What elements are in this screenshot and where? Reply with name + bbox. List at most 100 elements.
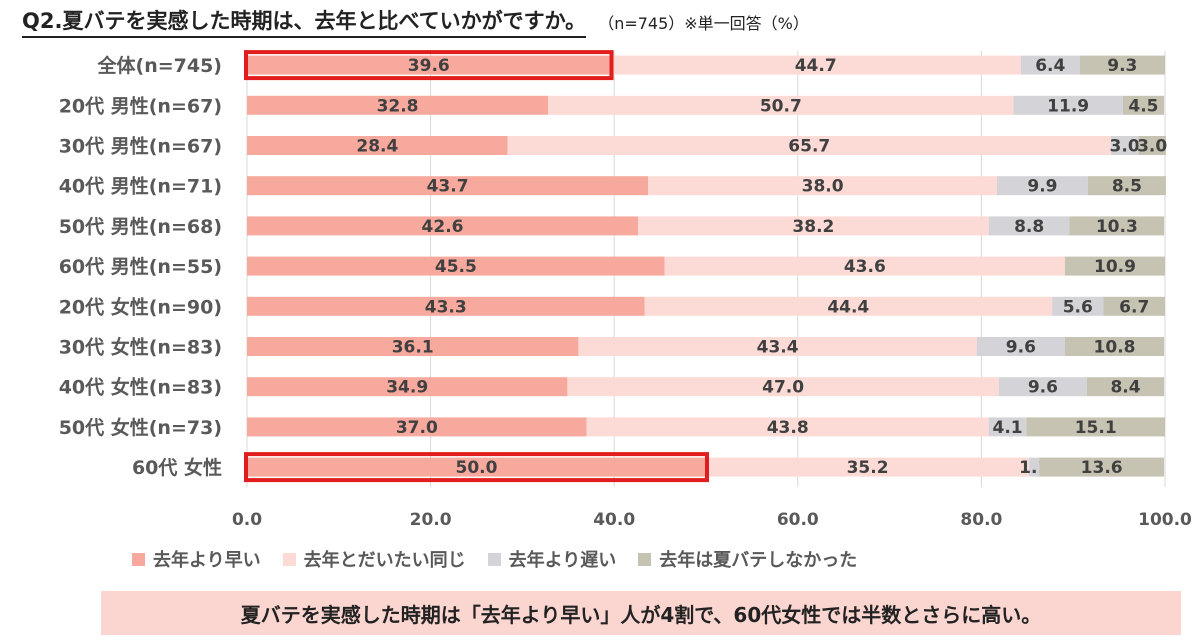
bar-segment xyxy=(247,95,549,115)
chart-legend: 去年より早い 去年とだいたい同じ 去年より遅い 去年は夏バテしなかった xyxy=(132,546,879,572)
bar-segment xyxy=(1020,55,1080,75)
data-label: 5.6 xyxy=(1063,297,1093,317)
category-label: 40代 男性(n=71) xyxy=(59,175,222,198)
bar-segment xyxy=(998,377,1087,397)
chart-title: Q2.夏バテを実感した時期は、去年と比べていかがですか。 xyxy=(22,5,587,38)
data-label: 38.0 xyxy=(802,177,844,197)
data-label: 9.6 xyxy=(1006,338,1036,358)
legend-label: 去年は夏バテしなかった xyxy=(659,550,858,571)
bar-segment xyxy=(247,377,568,397)
x-tick-label: 0.0 xyxy=(232,510,262,530)
bar-segment xyxy=(586,417,989,437)
category-label: 60代 女性 xyxy=(132,456,222,479)
data-label: 38.2 xyxy=(792,217,834,237)
data-label: 9.3 xyxy=(1107,56,1137,76)
data-label: 8.5 xyxy=(1112,177,1142,197)
bar-segment xyxy=(247,176,649,196)
category-label: 全体(n=745) xyxy=(97,54,222,77)
data-label: 9.6 xyxy=(1028,378,1058,398)
legend-item-earlier: 去年より早い xyxy=(132,546,261,572)
legend-swatch xyxy=(282,552,296,566)
bar-segment xyxy=(247,337,579,356)
category-label: 50代 女性(n=73) xyxy=(59,416,222,439)
legend-swatch xyxy=(487,552,501,566)
bar-segment xyxy=(247,256,665,276)
bar-segment xyxy=(1138,136,1166,155)
bar-segment xyxy=(1069,216,1165,236)
data-label: 28.4 xyxy=(356,137,398,157)
data-label: 34.9 xyxy=(386,378,428,398)
data-label: 43.3 xyxy=(425,297,467,317)
category-label: 60代 男性(n=55) xyxy=(59,255,222,278)
bar-segment xyxy=(1079,55,1165,75)
bar-segment xyxy=(988,417,1027,437)
data-label: 39.6 xyxy=(408,56,450,76)
data-label: 44.7 xyxy=(795,56,837,76)
bar-segment xyxy=(247,55,611,75)
bar-segment xyxy=(578,337,977,356)
legend-label: 去年とだいたい同じ xyxy=(303,550,466,571)
legend-swatch xyxy=(638,552,652,566)
highlight-box xyxy=(244,50,614,81)
bar-segment xyxy=(247,417,587,437)
category-label: 50代 男性(n=68) xyxy=(59,215,222,238)
bar-segment xyxy=(567,377,999,397)
category-label: 40代 女性(n=83) xyxy=(59,376,222,399)
data-label: 32.8 xyxy=(377,96,419,116)
bar-segment xyxy=(664,256,1065,276)
bar-segment xyxy=(1122,95,1165,115)
bar-segment xyxy=(247,457,706,477)
bar-segment xyxy=(247,216,639,236)
chart-subtitle: （n=745）※単一回答（%） xyxy=(598,14,809,33)
conclusion-text: 夏バテを実感した時期は「去年より早い」人が4割で、60代女性では半数とさらに高い… xyxy=(240,602,1042,627)
x-tick-label: 40.0 xyxy=(593,510,635,530)
data-label: 44.4 xyxy=(827,297,869,317)
data-label: 10.3 xyxy=(1096,217,1138,237)
bar-segment xyxy=(706,457,1030,477)
x-tick-label: 60.0 xyxy=(777,510,819,530)
legend-item-same: 去年とだいたい同じ xyxy=(282,546,466,572)
bar-segment xyxy=(1110,136,1139,155)
data-label: 43.7 xyxy=(427,177,469,197)
bar-segment xyxy=(648,176,998,196)
data-label: 6.7 xyxy=(1119,297,1149,317)
bar-segment xyxy=(610,55,1021,75)
legend-swatch xyxy=(132,552,145,566)
legend-item-later: 去年より遅い xyxy=(487,546,617,572)
data-label: 3.0 xyxy=(1137,137,1167,157)
bar-segment xyxy=(997,176,1088,196)
category-label: 20代 男性(n=67) xyxy=(59,94,222,117)
data-label: 45.5 xyxy=(435,257,477,277)
legend-item-none: 去年は夏バテしなかった xyxy=(638,546,857,572)
data-label: 37.0 xyxy=(396,418,438,438)
bar-segment xyxy=(1052,296,1104,316)
bar-segment xyxy=(1026,417,1165,437)
data-label: 47.0 xyxy=(762,378,804,398)
bar-segment xyxy=(1013,95,1123,115)
highlight-box xyxy=(244,452,709,483)
bar-segment xyxy=(976,337,1065,356)
data-label: 3.0 xyxy=(1110,137,1140,157)
bar-segment xyxy=(638,216,989,236)
data-label: 9.9 xyxy=(1027,177,1057,197)
bar-segment xyxy=(1064,337,1165,356)
legend-label: 去年より早い xyxy=(153,550,261,571)
data-label: 43.6 xyxy=(844,257,886,277)
bar-segment xyxy=(988,216,1070,236)
data-label: 42.6 xyxy=(422,217,464,237)
bar-segment xyxy=(1039,457,1165,477)
stacked-bar-chart: 0.0 20.0 40.0 60.0 80.0 100.0 全体(n=745) 39.6 44.… xyxy=(59,50,1192,530)
data-label: 15.1 xyxy=(1075,418,1117,438)
bar-segment xyxy=(507,136,1111,155)
data-label: 50.0 xyxy=(456,458,498,478)
data-label: 11.9 xyxy=(1047,96,1089,116)
category-label: 30代 女性(n=83) xyxy=(59,336,222,359)
conclusion-banner: 夏バテを実感した時期は「去年より早い」人が4割で、60代女性では半数とさらに高い… xyxy=(101,591,1181,635)
data-label: 8.4 xyxy=(1110,378,1140,398)
data-label: 43.4 xyxy=(757,338,799,358)
bar-segment xyxy=(1103,296,1165,316)
category-label: 30代 男性(n=67) xyxy=(59,135,222,158)
data-label: 65.7 xyxy=(788,137,830,157)
chart-header: Q2.夏バテを実感した時期は、去年と比べていかがですか。 （n=745）※単一回… xyxy=(22,8,809,38)
legend-label: 去年より遅い xyxy=(508,550,617,571)
